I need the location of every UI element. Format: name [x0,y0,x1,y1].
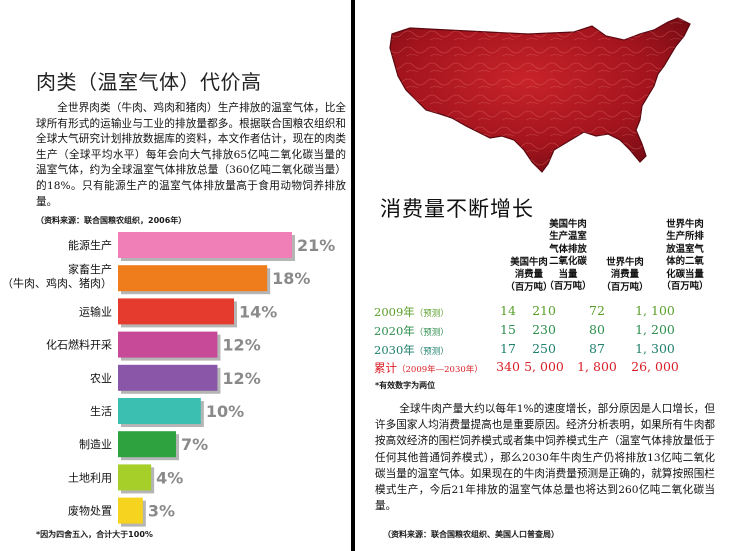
table-cell: 1, 100 [635,303,675,318]
table-cell: 1, 200 [635,322,675,337]
bar-value-label: 18% [272,269,310,288]
bar-category-label: 家畜生产（牛肉、鸡肉、猪肉） [2,262,112,290]
bar-category-label: 运输业 [79,304,112,318]
bar [118,265,268,292]
table-cell: 1, 300 [635,341,675,356]
right-body-text: 全球牛肉产量大约以每年1%的速度增长，部分原因是人口增长，但许多国家人均消费量提… [375,403,715,513]
left-intro-text: 全世界肉类（牛肉、鸡肉和猪肉）生产排放的温室气体，比全球所有形式的运输业与工业的… [36,102,346,208]
table-cell: 5, 000 [524,359,564,374]
bar-value-label: 7% [181,435,208,454]
table-cell: 14 [500,303,516,318]
header-world-consumption: 世界牛肉 消费量 （百万吨） [601,257,649,293]
bar-value-label: 4% [156,468,183,487]
header-world-emissions: 世界牛肉 生产所排 放温室气 体的二氧 化碳当量 （百万吨） [661,219,709,293]
table-cell: 80 [589,322,605,337]
right-title: 消费量不断增长 [380,197,534,221]
table-cell: 340 [496,359,520,374]
bar-category-label: 土地利用 [68,471,112,484]
table-cell: 1, 800 [577,359,617,374]
bar-value-label: 12% [222,369,260,388]
left-rounding-note: *因为四舍五入，合计大于100% [36,530,153,539]
bar-value-label: 10% [206,402,244,421]
bar-category-label: 化石燃料开采 [46,338,112,352]
bar-category-label: 农业 [90,371,112,385]
table-row-year: 2009年（预测） [374,305,449,319]
bar-category-label: 废物处置 [68,504,112,518]
table-cell: 250 [532,341,556,356]
header-us-emissions: 美国牛肉 生产温室 气体排放 二氧化碳 当量 （百万吨） [544,219,592,293]
left-title: 肉类（温室气体）代价高 [36,70,262,94]
header-us-consumption: 美国牛肉 消费量 （百万吨） [505,257,553,293]
bar-value-label: 12% [222,336,260,355]
bar-value-label: 3% [148,502,175,521]
table-row-year: 2030年（预测） [374,343,449,357]
table-cell: 87 [589,341,605,356]
bar [118,398,201,424]
bar [118,464,152,491]
bar-value-label: 21% [297,236,335,255]
bar [118,497,143,524]
left-source: （资料来源：联合国粮农组织，2006年） [36,216,187,225]
bar [118,364,218,391]
bar-value-label: 14% [239,302,277,321]
bar [118,232,292,258]
table-row-year: 累计（2009年—2030年） [374,361,483,375]
table-cell: 210 [532,303,556,318]
right-source: （资料来源：联合国粮农组织、美国人口普查局） [383,530,559,539]
bar [118,431,176,458]
right-sigfig-note: *有效数字为两位 [375,381,436,390]
table-row-year: 2020年（预测） [374,324,449,338]
us-map-meat-texture [389,17,691,173]
bar-category-label: 制造业 [79,437,112,451]
table-cell: 15 [500,322,516,337]
table-cell: 26, 000 [631,359,679,374]
table-cell: 72 [589,303,605,318]
bar [118,298,234,325]
table-cell: 230 [532,322,556,337]
bar-category-label: 生活 [90,404,112,418]
bar [118,331,218,358]
column-divider [351,0,355,551]
emissions-bar-chart: 能源生产 21% 家畜生产（牛肉、鸡肉、猪肉） 18% 运输业 14% 化石燃料开采 12% 农… [2,232,335,527]
table-cell: 17 [500,341,516,356]
bar-category-label: 能源生产 [68,238,112,252]
